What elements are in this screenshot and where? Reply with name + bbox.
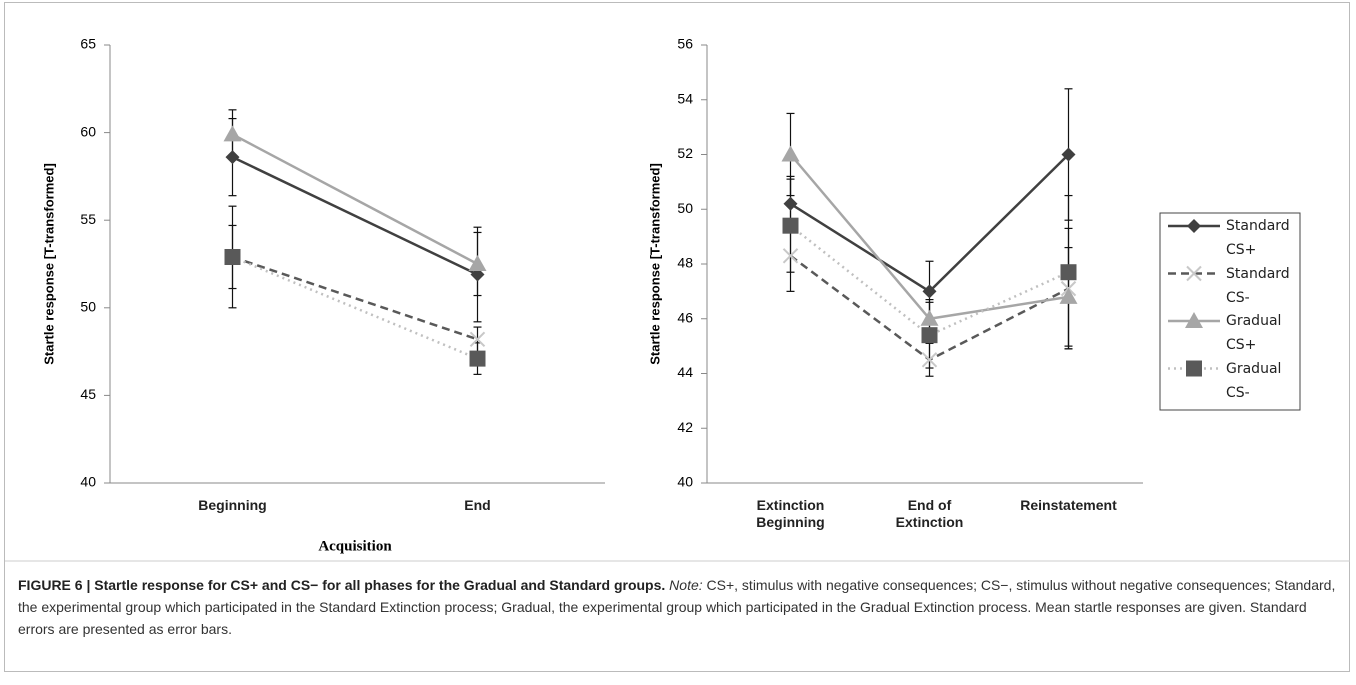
- legend-label: Standard CS-: [1226, 265, 1290, 306]
- marker: [920, 309, 939, 326]
- y-tick-label: 65: [80, 36, 96, 52]
- marker: [783, 196, 798, 211]
- marker-stroke: [782, 248, 799, 264]
- legend-label: Gradual CS+: [1226, 313, 1282, 353]
- y-tick-label: 45: [80, 386, 96, 402]
- legend-marker: [1186, 265, 1202, 282]
- y-tick-label: 54: [677, 90, 693, 106]
- x-tick-label: Extinction Beginning: [756, 497, 825, 530]
- y-tick-label: 48: [677, 255, 693, 271]
- marker: [781, 145, 800, 162]
- legend-label-box: Gradual CS+: [1226, 313, 1282, 353]
- series-line: [231, 156, 479, 276]
- legend-label: Standard CS+: [1226, 218, 1290, 258]
- legend-label-box: Standard CS+: [1226, 218, 1290, 258]
- x-tick-label-box: Reinstatement: [1020, 497, 1117, 513]
- y-tick-label: 55: [80, 211, 96, 227]
- series-line: [232, 255, 478, 360]
- legend-label: Gradual CS-: [1226, 360, 1282, 401]
- legend-box: [1159, 212, 1301, 411]
- x-tick-label: End: [464, 497, 491, 513]
- y-axis-label: Startle response [T-transformed]: [647, 163, 662, 365]
- y-tick-label: 46: [677, 309, 693, 325]
- caption-label: FIGURE 6 | Startle response for CS+ and …: [18, 577, 666, 593]
- marker: [921, 327, 938, 344]
- marker-stroke: [469, 331, 486, 348]
- y-tick-label: 40: [677, 474, 693, 490]
- marker: [469, 331, 486, 348]
- y-tick-label: 50: [80, 299, 96, 315]
- marker: [468, 255, 487, 271]
- marker: [782, 217, 799, 234]
- legend-marker: [1187, 219, 1201, 233]
- marker-stroke: [1186, 265, 1202, 282]
- marker: [225, 150, 240, 165]
- x-tick-label-box: Extinction Beginning: [756, 497, 825, 530]
- marker: [782, 248, 799, 264]
- legend-marker: [1186, 360, 1202, 377]
- x-tick-label: Beginning: [198, 497, 267, 513]
- legend-marker: [1185, 312, 1203, 328]
- legend-label-box: Gradual CS-: [1226, 360, 1282, 401]
- y-tick-label: 40: [80, 474, 96, 490]
- marker: [470, 267, 485, 282]
- series-line: [232, 255, 478, 341]
- marker: [1059, 287, 1078, 304]
- marker: [224, 248, 241, 265]
- x-axis-label: Acquisition: [318, 538, 392, 554]
- x-tick-label: End of Extinction: [895, 497, 964, 530]
- x-tick-label-box: Beginning: [198, 497, 267, 513]
- y-tick-label: 50: [677, 200, 693, 216]
- charts: 40 45 50 55 60 65 Beginning End Acquisition Start…: [5, 36, 1350, 562]
- frame: [4, 2, 1350, 672]
- y-tick-label: 60: [80, 123, 96, 139]
- marker: [223, 125, 242, 142]
- y-tick-label: 52: [677, 145, 693, 161]
- x-tick-label-box: End: [464, 497, 491, 513]
- marker: [1060, 264, 1077, 281]
- y-tick-label: 44: [677, 364, 693, 380]
- series-line: [231, 133, 479, 266]
- y-tick-label: 42: [677, 419, 693, 435]
- x-tick-label: Reinstatement: [1020, 497, 1117, 513]
- marker: [922, 284, 937, 299]
- marker-stroke: [921, 352, 938, 368]
- marker: [1061, 147, 1076, 162]
- x-tick-label-box: End of Extinction: [895, 497, 964, 530]
- y-tick-label: 56: [677, 36, 693, 52]
- marker: [921, 352, 938, 368]
- caption: FIGURE 6 | Startle response for CS+ and …: [18, 574, 1340, 640]
- marker: [469, 350, 486, 367]
- caption-text: CS+, stimulus with negative consequences…: [18, 577, 1336, 637]
- legend-label-box: Standard CS-: [1226, 265, 1290, 306]
- caption-note-label: Note:: [669, 577, 703, 593]
- y-axis-label: Startle response [T-transformed]: [41, 163, 56, 365]
